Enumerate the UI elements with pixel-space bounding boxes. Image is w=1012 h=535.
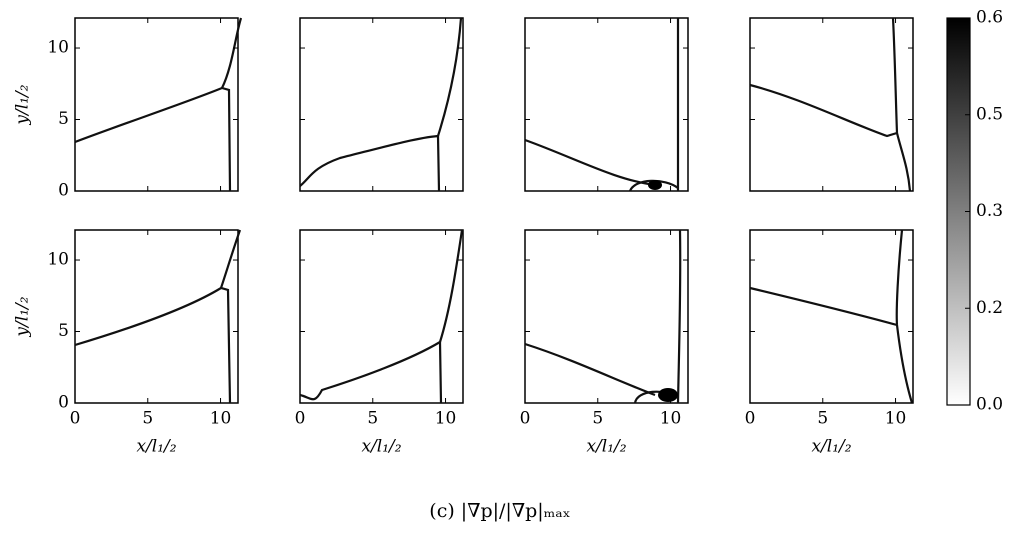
panel: 0 5 10 y/l₁/₂ [13, 17, 243, 201]
shock-front [74, 286, 232, 404]
y-axis-label: y/l₁/₂ [13, 296, 33, 337]
y-axis-label: y/l₁/₂ [13, 84, 33, 125]
shock-front [524, 342, 656, 397]
shock-front [676, 229, 682, 404]
panel-background [524, 229, 689, 404]
x-tick-label: 5 [367, 409, 378, 429]
x-axis-label: x/l₁/₂ [136, 437, 176, 457]
y-tick-label: 0 [58, 393, 69, 413]
shock-front [628, 179, 679, 192]
y-tick-label: 10 [47, 250, 69, 270]
x-tick-label: 0 [520, 409, 531, 429]
colorbar-tick-label: 0.5 [976, 104, 1003, 124]
shock-front [221, 17, 243, 89]
shock-front [436, 17, 463, 137]
panel: 0 5 10 x/l₁/₂ [520, 229, 689, 457]
x-tick-label: 10 [660, 409, 682, 429]
x-tick-label: 0 [295, 409, 306, 429]
y-tick-label: 0 [58, 181, 69, 201]
y-tick-label: 5 [58, 321, 69, 341]
panel-background [524, 17, 689, 192]
panel: 0 5 10 x/l₁/₂ [745, 229, 914, 457]
panel-background [749, 17, 914, 192]
x-axis-label: x/l₁/₂ [586, 437, 626, 457]
x-tick-label: 5 [142, 409, 153, 429]
x-tick-label: 10 [210, 409, 232, 429]
y-tick-label: 5 [58, 109, 69, 129]
panel [299, 17, 464, 192]
colorbar-tick-label: 0.6 [976, 8, 1003, 28]
x-axis-label: x/l₁/₂ [811, 437, 851, 457]
caption: (c) |∇p|/|∇p|ₘₐₓ [429, 500, 570, 522]
panel-background [74, 17, 239, 192]
x-tick-label: 0 [745, 409, 756, 429]
y-tick-label: 10 [47, 38, 69, 58]
shock-front [219, 229, 242, 289]
shock-front [299, 340, 443, 404]
shock-front [299, 134, 441, 192]
x-tick-label: 0 [70, 409, 81, 429]
shock-front [891, 17, 912, 192]
shock-front [438, 229, 464, 343]
panel-background [299, 229, 464, 404]
colorbar-tick-label: 0.3 [976, 201, 1003, 221]
shock-front [895, 229, 914, 404]
blob [658, 388, 678, 402]
panel [524, 17, 689, 192]
panel: 0 5 10 0 5 10 x/l₁/₂ y/l₁/₂ [13, 229, 242, 457]
colorbar-tick-label: 0.2 [976, 298, 1003, 318]
panel: 0 5 10 x/l₁/₂ [295, 229, 464, 457]
x-tick-label: 5 [817, 409, 828, 429]
x-tick-label: 10 [435, 409, 457, 429]
panel-background [74, 229, 239, 404]
x-tick-label: 5 [592, 409, 603, 429]
panel-background [749, 229, 914, 404]
shock-front [749, 286, 898, 327]
x-tick-label: 10 [885, 409, 907, 429]
shock-front [749, 83, 898, 138]
shock-front [74, 86, 232, 192]
blob [648, 180, 662, 190]
panel-background [299, 17, 464, 192]
panel [749, 17, 914, 192]
x-axis-label: x/l₁/₂ [361, 437, 401, 457]
colorbar-tick-label: 0.0 [976, 395, 1003, 415]
